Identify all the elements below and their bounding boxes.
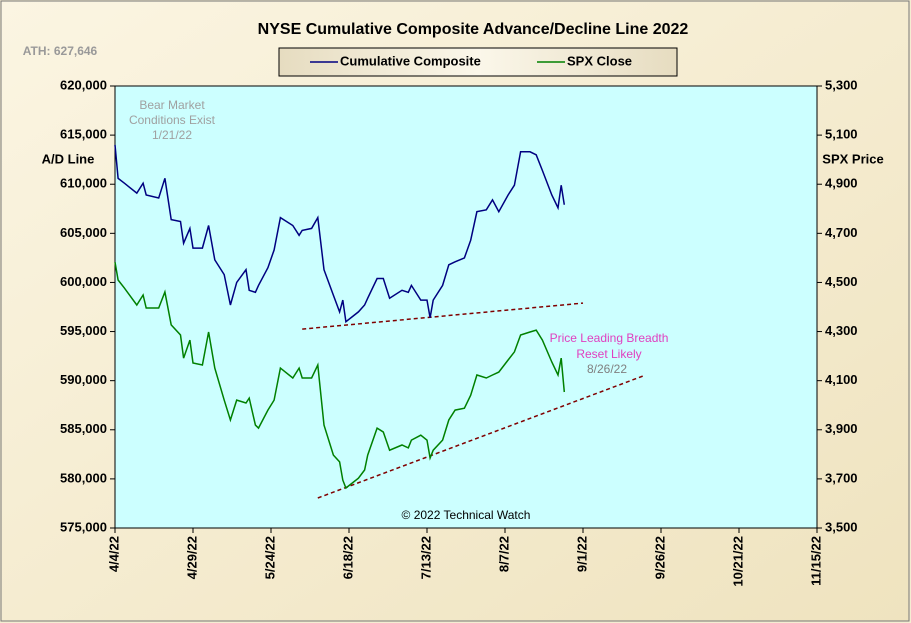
y-tick-label: 610,000 — [60, 176, 107, 191]
y2-tick-label: 3,700 — [825, 470, 858, 485]
y-tick-label: 620,000 — [60, 77, 107, 92]
series-line — [114, 144, 566, 324]
y2-tick-label: 4,300 — [825, 323, 858, 338]
y-tick-label: 595,000 — [60, 323, 107, 338]
x-tick-label: 7/13/22 — [418, 536, 433, 579]
plot-area — [114, 85, 818, 529]
x-tick-label: 10/21/22 — [730, 536, 745, 587]
annotation: 1/21/22 — [152, 128, 192, 142]
legend-label: Cumulative Composite — [340, 53, 481, 68]
annotation: Reset Likely — [576, 347, 641, 361]
x-tick-label: 8/7/22 — [496, 536, 511, 572]
y2-tick-label: 4,900 — [825, 176, 858, 191]
x-tick-label: 6/18/22 — [340, 536, 355, 579]
annotation: © 2022 Technical Watch — [402, 508, 531, 522]
x-tick-label: 9/1/22 — [574, 536, 589, 572]
legend-box — [278, 47, 678, 77]
y-axis-label: A/D Line — [42, 151, 95, 166]
x-tick-label: 4/29/22 — [184, 536, 199, 579]
y-tick-label: 590,000 — [60, 372, 107, 387]
x-tick-label: 5/24/22 — [262, 536, 277, 579]
x-tick-label: 9/26/22 — [652, 536, 667, 579]
y-tick-label: 600,000 — [60, 274, 107, 289]
y2-tick-label: 5,100 — [825, 127, 858, 142]
y2-axis-label: SPX Price — [822, 151, 883, 166]
chart-title: NYSE Cumulative Composite Advance/Declin… — [258, 21, 689, 38]
y-tick-label: 580,000 — [60, 470, 107, 485]
y2-tick-label: 4,100 — [825, 372, 858, 387]
series-line — [114, 261, 566, 490]
y2-tick-label: 3,500 — [825, 519, 858, 534]
y2-tick-label: 5,300 — [825, 77, 858, 92]
annotation: Bear Market — [139, 98, 205, 112]
y-tick-label: 615,000 — [60, 127, 107, 142]
annotation: 8/26/22 — [587, 362, 627, 376]
y-tick-label: 585,000 — [60, 421, 107, 436]
y-tick-label: 605,000 — [60, 225, 107, 240]
y2-tick-label: 3,900 — [825, 421, 858, 436]
annotation: Price Leading Breadth — [550, 331, 669, 345]
trendline — [302, 302, 584, 330]
y2-tick-label: 4,500 — [825, 274, 858, 289]
y2-tick-label: 4,700 — [825, 225, 858, 240]
annotation: ATH: 627,646 — [23, 44, 98, 58]
legend-label: SPX Close — [567, 53, 632, 68]
trendline — [317, 374, 646, 499]
y-tick-label: 575,000 — [60, 519, 107, 534]
x-tick-label: 11/15/22 — [808, 536, 823, 586]
x-tick-label: 4/4/22 — [106, 536, 121, 572]
annotation: Conditions Exist — [129, 113, 216, 127]
